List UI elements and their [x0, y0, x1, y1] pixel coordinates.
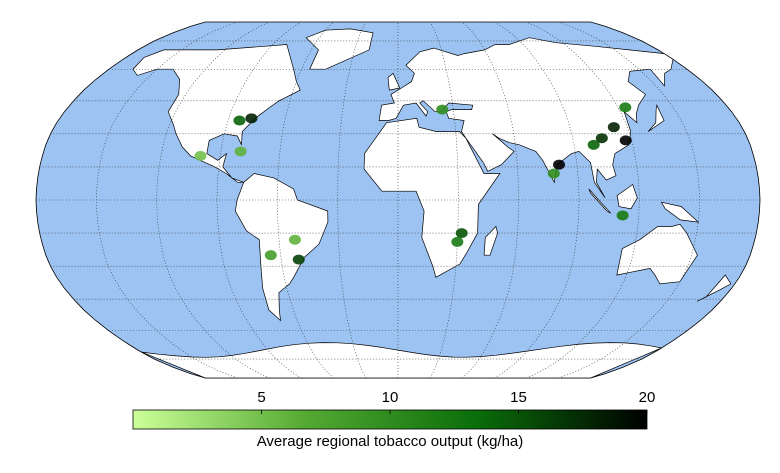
land: [696, 274, 732, 302]
production-hotspot: [194, 150, 207, 161]
production-hotspot: [234, 146, 247, 157]
production-hotspot: [292, 254, 305, 265]
land: [483, 225, 498, 256]
land: [616, 223, 698, 285]
land: [305, 28, 374, 70]
land: [378, 37, 674, 198]
colorbar-tick-label: 5: [257, 389, 265, 406]
land: [234, 173, 329, 322]
land: [387, 72, 401, 91]
production-hotspot: [587, 139, 600, 150]
production-hotspot: [455, 228, 468, 239]
land: [588, 188, 611, 214]
production-hotspot: [245, 113, 258, 124]
production-hotspot: [436, 104, 449, 115]
production-hotspot: [619, 102, 632, 113]
colorbar-tick-label: 10: [382, 389, 399, 406]
colorbar: 5 10 15 20: [132, 389, 656, 430]
land: [141, 342, 663, 379]
production-hotspot: [619, 135, 632, 146]
land: [132, 44, 301, 183]
colorbar-tick-label: 15: [510, 389, 527, 406]
production-hotspot: [616, 210, 629, 221]
production-hotspot: [264, 250, 277, 261]
production-hotspot: [553, 159, 566, 170]
colorbar-tick-label: 20: [639, 389, 656, 406]
production-hotspot: [288, 234, 301, 245]
land: [616, 183, 638, 210]
graticule-meridian: [461, 21, 520, 379]
production-hotspot: [451, 236, 464, 247]
production-hotspot: [233, 115, 246, 126]
graticule-meridian: [526, 21, 640, 379]
land: [660, 201, 700, 223]
production-hotspot: [595, 133, 608, 144]
land: [647, 104, 665, 132]
world-map: [35, 21, 761, 379]
production-hotspot: [547, 168, 560, 179]
production-hotspot: [607, 122, 620, 133]
colorbar-label: Average regional tobacco output (kg/ha): [257, 433, 524, 450]
